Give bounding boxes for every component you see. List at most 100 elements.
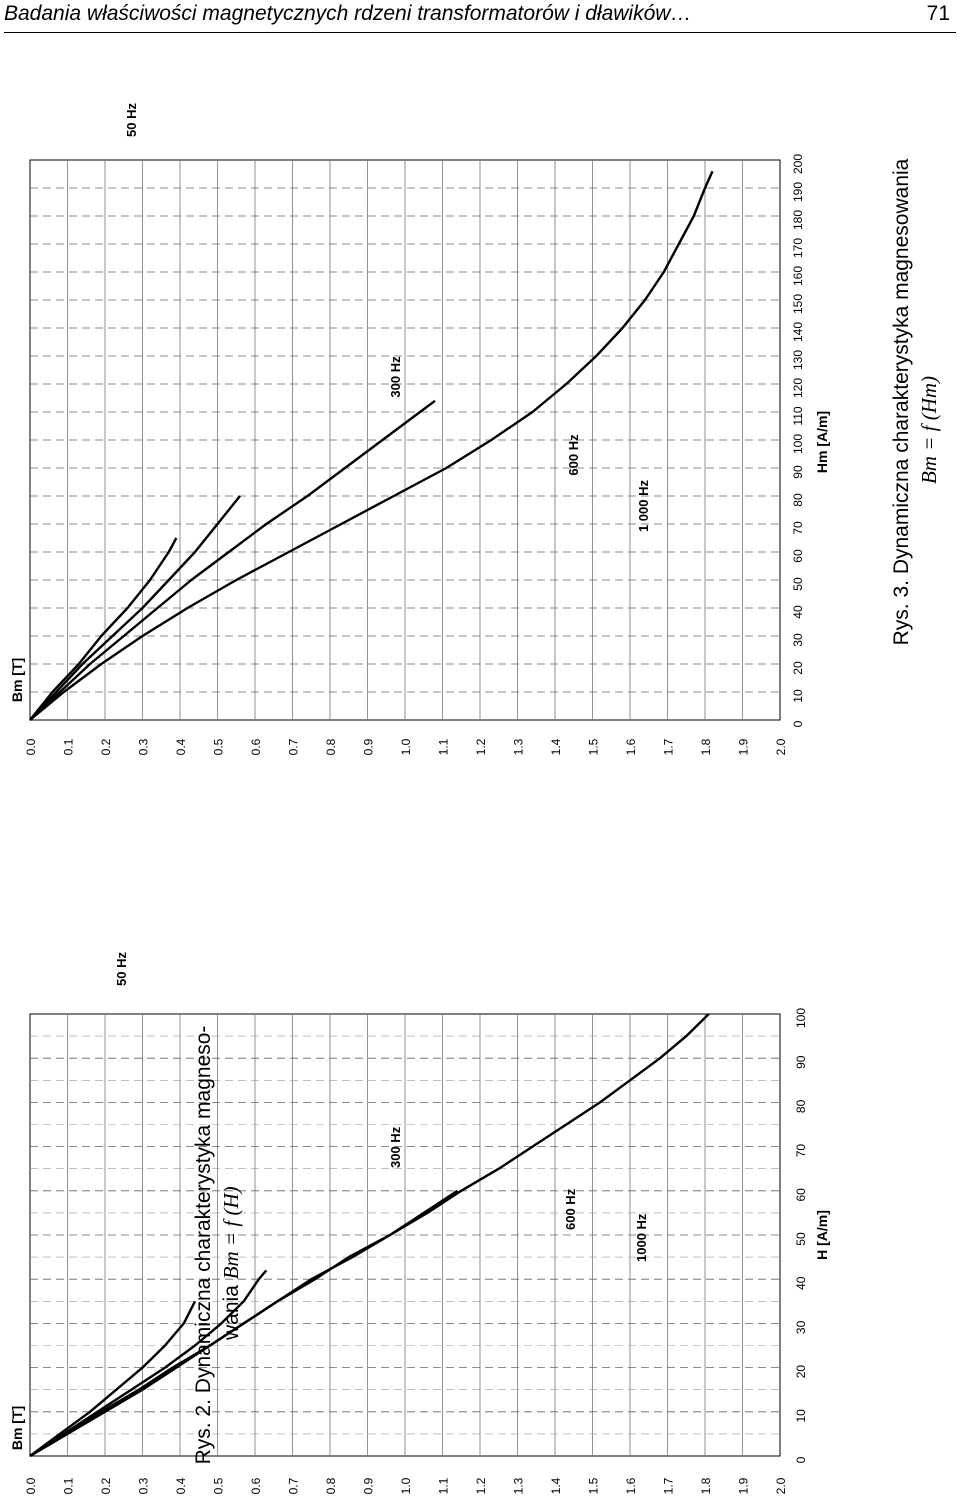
y-tick-label: 1.0: [399, 738, 413, 755]
y-tick-label: 1.6: [624, 1477, 638, 1494]
y-tick-label: 0.5: [212, 738, 226, 755]
y-tick-label: 0.3: [137, 738, 151, 755]
x-tick-label: 60: [794, 1188, 808, 1202]
y-axis-label: Bm [T]: [9, 658, 25, 702]
y-tick-label: 0.2: [99, 738, 113, 755]
y-tick-label: 2.0: [774, 1477, 788, 1494]
x-axis-label: Hm [A/m]: [814, 411, 830, 473]
x-tick-label: 170: [791, 238, 805, 258]
y-tick-label: 1.8: [699, 738, 713, 755]
figure-3: 0.0 0.1 0.2 0.3 0.4 0.5 0.6 0.7 0.8 0.9 1.0 1.1 1.2 1…: [9, 103, 941, 756]
y-tick-label: 1.4: [549, 1477, 563, 1494]
y-tick-label: 0.6: [249, 738, 263, 755]
series-line-0: [29, 170, 714, 721]
y-tick-label: 0.0: [24, 1477, 38, 1494]
x-tick-label: 40: [791, 605, 805, 619]
y-tick-label: 1.7: [662, 1477, 676, 1494]
x-tick-label: 150: [791, 294, 805, 314]
x-tick-label: 200: [791, 154, 805, 174]
figure-3-caption-formula: Bm = f (Hm): [917, 376, 941, 484]
y-tick-label: 1.2: [474, 1477, 488, 1494]
y-tick-label: 1.1: [437, 738, 451, 755]
x-tick-label: 10: [791, 689, 805, 703]
x-tick-label: 190: [791, 182, 805, 202]
x-axis-label: H [A/m]: [814, 1210, 830, 1260]
y-tick-label: 1.5: [587, 1477, 601, 1494]
y-tick-label: 1.6: [624, 738, 638, 755]
x-tick-label: 50: [794, 1232, 808, 1246]
y-tick-label: 0.8: [324, 738, 338, 755]
series-line-1: [29, 1189, 459, 1458]
y-tick-label: 0.9: [362, 738, 376, 755]
series-label: 50 Hz: [124, 103, 139, 137]
series-line-1: [29, 399, 436, 721]
y-tick-label: 1.4: [549, 738, 563, 755]
x-tick-label: 180: [791, 210, 805, 230]
x-tick-label: 30: [794, 1320, 808, 1334]
series-label: 1000 Hz: [634, 1213, 649, 1262]
x-tick-label: 0: [791, 720, 805, 727]
x-tick-label: 90: [794, 1055, 808, 1069]
series-label: 50 Hz: [114, 952, 129, 986]
series-label: 300 Hz: [388, 356, 403, 398]
x-tick-label: 0: [794, 1456, 808, 1463]
y-tick-label: 0.1: [62, 1477, 76, 1494]
figure-2-caption-line2: wania Bm = f (H): [219, 1186, 243, 1341]
x-tick-label: 100: [794, 1008, 808, 1028]
y-tick-label: 1.9: [737, 738, 751, 755]
series-label: 600 Hz: [563, 1188, 578, 1230]
series-line-3: [29, 537, 178, 721]
running-title: Badania właściwości magnetycznych rdzeni…: [4, 2, 692, 25]
y-tick-label: 0.4: [174, 1477, 188, 1494]
y-tick-label: 0.5: [212, 1477, 226, 1494]
x-tick-label: 70: [794, 1144, 808, 1158]
y-tick-label: 1.0: [399, 1477, 413, 1494]
y-tick-label: 0.9: [362, 1477, 376, 1494]
y-tick-label: 0.0: [24, 738, 38, 755]
figure-2-caption-line1: Rys. 2. Dynamiczna charakterystyka magne…: [192, 1026, 215, 1465]
page-header: Badania właściwości magnetycznych rdzeni…: [4, 0, 956, 33]
x-tick-label: 110: [791, 406, 805, 425]
x-tick-label: 70: [791, 521, 805, 535]
y-tick-label: 0.1: [62, 738, 76, 755]
y-tick-label: 2.0: [774, 738, 788, 755]
y-tick-label: 0.7: [287, 738, 301, 755]
y-tick-label: 0.8: [324, 1477, 338, 1494]
y-tick-label: 0.4: [174, 738, 188, 755]
x-tick-label: 130: [791, 350, 805, 370]
x-tick-label: 60: [791, 549, 805, 563]
y-tick-label: 1.8: [699, 1477, 713, 1494]
x-tick-label: 10: [794, 1409, 808, 1423]
y-tick-label: 0.6: [249, 1477, 263, 1494]
y-tick-label: 1.9: [737, 1477, 751, 1494]
x-tick-label: 140: [791, 322, 805, 342]
x-tick-label: 80: [794, 1099, 808, 1113]
x-tick-label: 80: [791, 493, 805, 507]
y-tick-label: 0.7: [287, 1477, 301, 1494]
y-tick-label: 0.3: [137, 1477, 151, 1494]
series-line-2: [29, 1269, 268, 1458]
y-tick-label: 1.2: [474, 738, 488, 755]
y-axis-label: Bm [T]: [9, 1406, 25, 1450]
x-tick-label: 100: [791, 434, 805, 454]
series-label: 600 Hz: [566, 434, 581, 476]
y-tick-label: 1.3: [512, 738, 526, 755]
series-line-2: [29, 495, 241, 721]
x-tick-label: 90: [791, 465, 805, 479]
x-tick-label: 50: [791, 577, 805, 591]
y-tick-label: 0.2: [99, 1477, 113, 1494]
x-tick-label: 160: [791, 266, 805, 286]
x-tick-label: 20: [791, 661, 805, 675]
x-tick-label: 40: [794, 1276, 808, 1290]
y-tick-label: 1.1: [437, 1477, 451, 1494]
y-tick-label: 1.5: [587, 738, 601, 755]
y-tick-label: 1.7: [662, 738, 676, 755]
x-tick-label: 120: [791, 378, 805, 398]
figure-2: 0.0 0.1 0.2 0.3 0.4 0.5 0.6 0.7 0.8 0.9 1.0 1.1 1.2 1…: [9, 952, 830, 1495]
page-number: 71: [926, 2, 950, 25]
series-label: 1 000 Hz: [636, 479, 651, 532]
y-tick-label: 1.3: [512, 1477, 526, 1494]
x-tick-label: 20: [794, 1365, 808, 1379]
x-tick-label: 30: [791, 633, 805, 647]
